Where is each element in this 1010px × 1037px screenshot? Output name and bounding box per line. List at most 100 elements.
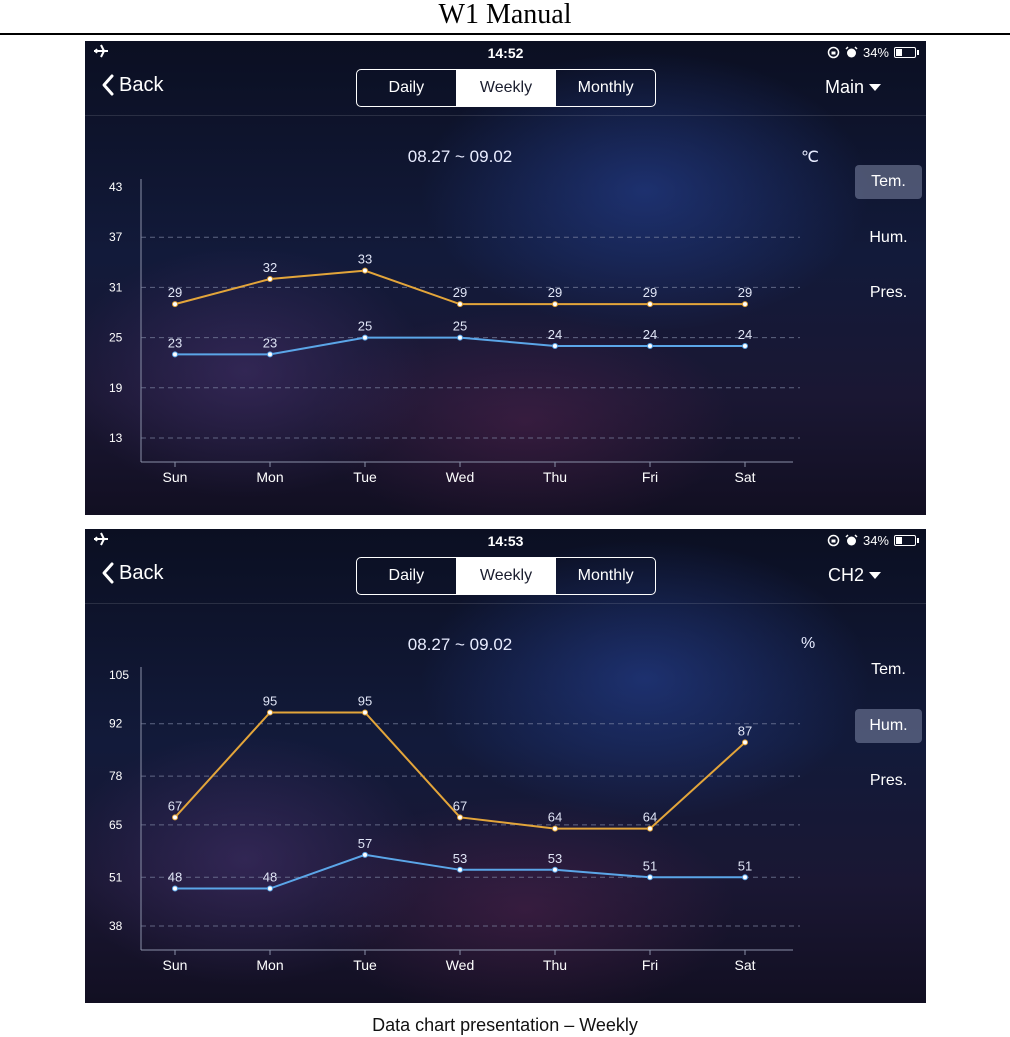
side-tab-humidity[interactable]: Hum.: [855, 709, 922, 743]
y-tick-label: 78: [109, 769, 123, 783]
data-point: [552, 342, 558, 349]
side-tab-temperature[interactable]: Tem.: [855, 165, 922, 199]
x-tick-label: Fri: [642, 469, 658, 485]
app-screenshot-humidity: 14:53 34% Back Daily Weekly Monthly CH2 …: [85, 529, 926, 1003]
data-label: 48: [168, 870, 182, 885]
period-segmented-control: Daily Weekly Monthly: [356, 69, 656, 107]
y-tick-label: 105: [109, 668, 129, 682]
x-tick-label: Sat: [734, 469, 755, 485]
tab-weekly[interactable]: Weekly: [456, 70, 557, 106]
status-bar: 14:53 34%: [85, 529, 926, 551]
data-label: 32: [263, 260, 277, 275]
status-right: 34%: [827, 45, 919, 60]
status-right: 34%: [827, 533, 919, 548]
unit-label: %: [801, 635, 816, 652]
data-point: [172, 885, 178, 892]
chevron-left-icon: [102, 562, 114, 584]
x-tick-label: Tue: [353, 957, 377, 973]
data-point: [552, 825, 558, 832]
data-label: 48: [263, 870, 277, 885]
y-tick-label: 51: [109, 870, 123, 884]
data-label: 29: [643, 285, 657, 300]
data-label: 29: [453, 285, 467, 300]
data-point: [457, 334, 463, 341]
app-screenshot-temperature: 14:52 34% Back Daily Weekly Monthly Main…: [85, 41, 926, 515]
data-point: [172, 351, 178, 358]
data-label: 23: [168, 335, 182, 350]
data-label: 57: [358, 836, 372, 851]
x-tick-label: Mon: [256, 957, 283, 973]
data-point: [457, 814, 463, 821]
data-point: [647, 874, 653, 881]
x-tick-label: Sat: [734, 957, 755, 973]
caret-down-icon: [869, 572, 881, 579]
data-label: 95: [263, 693, 277, 708]
document-title: W1 Manual: [438, 0, 572, 30]
side-tab-humidity[interactable]: Hum.: [869, 229, 908, 246]
back-label: Back: [119, 561, 164, 584]
data-point: [647, 342, 653, 349]
battery-fill: [896, 49, 902, 56]
data-label: 29: [168, 285, 182, 300]
channel-dropdown[interactable]: Main: [825, 77, 881, 98]
data-label: 24: [643, 327, 657, 342]
tab-daily[interactable]: Daily: [357, 558, 457, 594]
y-tick-label: 65: [109, 818, 123, 832]
x-tick-label: Thu: [543, 957, 567, 973]
date-range: 08.27 ~ 09.02: [407, 147, 513, 166]
data-point: [267, 276, 273, 283]
channel-label: CH2: [827, 565, 864, 585]
back-button[interactable]: Back: [101, 561, 163, 585]
x-tick-label: Tue: [353, 469, 377, 485]
data-point: [552, 301, 558, 308]
battery-percent: 34%: [862, 45, 889, 60]
battery-icon: [894, 47, 919, 58]
side-tab-pressure[interactable]: Pres.: [869, 772, 908, 789]
tab-monthly[interactable]: Monthly: [577, 79, 634, 96]
back-button[interactable]: Back: [101, 73, 163, 97]
data-label: 67: [453, 798, 467, 813]
tab-weekly[interactable]: Weekly: [456, 558, 557, 594]
y-tick-label: 25: [109, 331, 123, 345]
channel-label: Main: [824, 77, 864, 97]
side-tab-pressure[interactable]: Pres.: [869, 284, 908, 301]
data-label: 64: [548, 810, 562, 825]
data-label: 95: [358, 693, 372, 708]
side-tab-temperature[interactable]: Tem.: [871, 661, 906, 678]
battery-percent: 34%: [862, 533, 889, 548]
y-tick-label: 37: [109, 230, 123, 244]
data-point: [457, 866, 463, 873]
rotation-lock-icon: [827, 46, 840, 59]
caret-down-icon: [869, 84, 881, 91]
nav-bar: Back Daily Weekly Monthly CH2: [85, 553, 926, 604]
channel-dropdown[interactable]: CH2: [828, 565, 881, 586]
data-label: 53: [453, 851, 467, 866]
y-tick-label: 19: [109, 381, 123, 395]
data-point: [647, 825, 653, 832]
tab-monthly[interactable]: Monthly: [577, 567, 634, 584]
data-point: [172, 301, 178, 308]
date-range: 08.27 ~ 09.02: [407, 635, 513, 654]
y-tick-label: 31: [109, 280, 123, 294]
data-point: [742, 874, 748, 881]
data-point: [742, 739, 748, 746]
data-point: [362, 267, 368, 274]
data-point: [267, 709, 273, 716]
data-point: [362, 334, 368, 341]
data-label: 23: [263, 335, 277, 350]
unit-label: ℃: [801, 149, 819, 166]
y-tick-label: 38: [109, 919, 123, 933]
data-label: 87: [738, 723, 752, 738]
airplane-icon: [94, 532, 108, 546]
y-tick-label: 92: [109, 717, 123, 731]
back-label: Back: [119, 73, 164, 96]
data-label: 29: [548, 285, 562, 300]
data-label: 51: [738, 858, 752, 873]
airplane-icon: [94, 44, 108, 58]
tab-daily[interactable]: Daily: [357, 70, 457, 106]
data-label: 51: [643, 858, 657, 873]
x-tick-label: Thu: [543, 469, 567, 485]
battery-fill: [896, 537, 902, 544]
chevron-left-icon: [102, 74, 114, 96]
data-point: [647, 301, 653, 308]
